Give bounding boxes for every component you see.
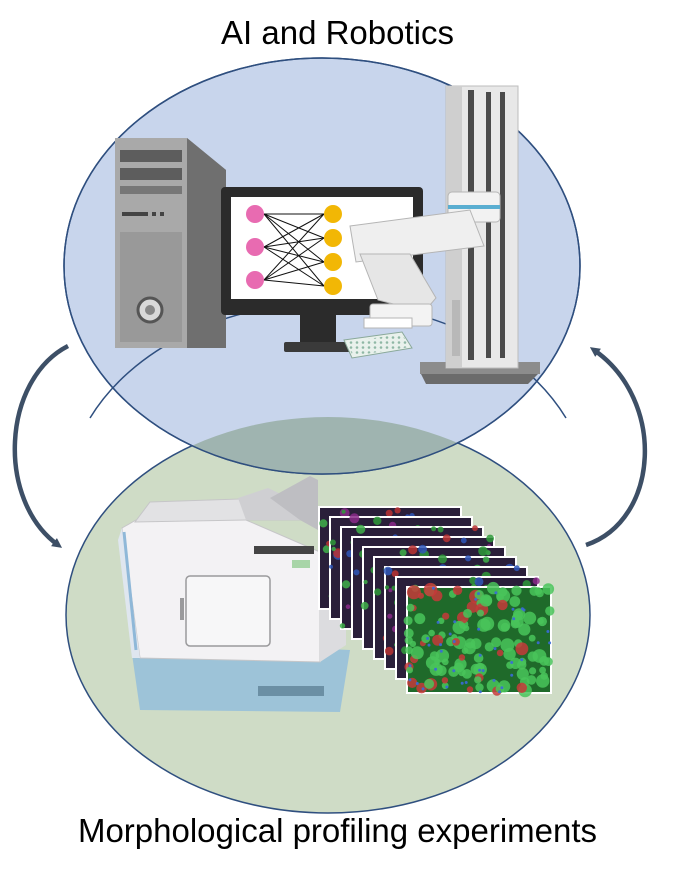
microscopy-image: [403, 581, 555, 698]
nn-edge: [263, 213, 325, 287]
nn-edge: [263, 246, 325, 287]
nn-output-node: [324, 277, 342, 295]
nn-edge: [263, 213, 325, 239]
robot-arm-icon: [343, 85, 540, 384]
nn-input-node: [246, 271, 264, 289]
nn-edge: [263, 213, 325, 281]
title-morphological-profiling: Morphological profiling experiments: [77, 812, 598, 849]
nn-edge: [263, 237, 325, 281]
nn-edge: [263, 213, 325, 248]
nn-edge: [263, 279, 325, 287]
computer-tower-icon: [115, 138, 226, 348]
nn-output-node: [324, 253, 342, 271]
title-ai-robotics: AI and Robotics: [221, 14, 454, 51]
nn-output-node: [324, 205, 342, 223]
nn-edge: [263, 237, 325, 248]
imaging-machine-icon: [118, 476, 350, 712]
nn-input-node: [246, 238, 264, 256]
arrow-left-down: [12, 344, 70, 548]
nn-edge: [263, 213, 325, 263]
nn-edge: [263, 261, 325, 281]
nn-edge: [263, 246, 325, 263]
microscopy-image-stack: [318, 506, 555, 698]
arrow-right-up: [585, 347, 648, 548]
nn-output-node: [324, 229, 342, 247]
nn-input-node: [246, 205, 264, 223]
neural-network-icon: [246, 205, 342, 295]
